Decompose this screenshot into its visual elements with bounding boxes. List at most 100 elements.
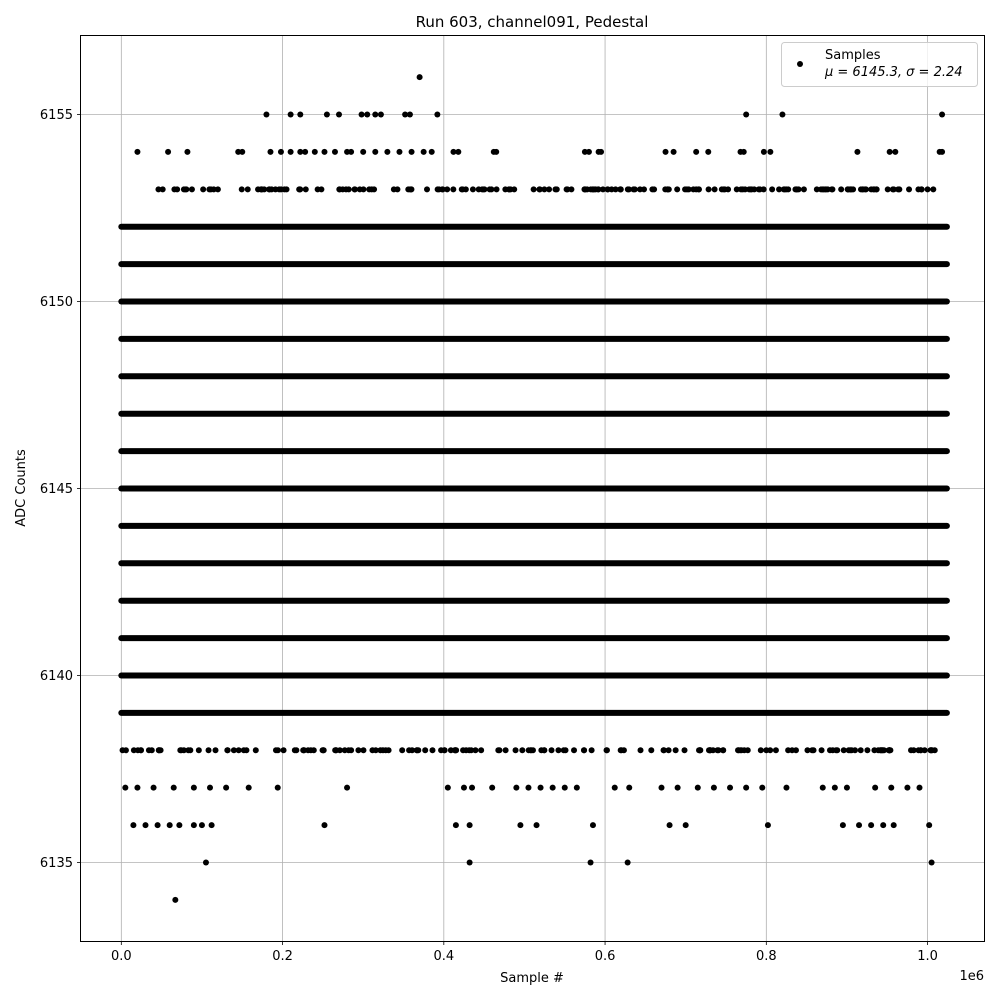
data-point	[682, 186, 689, 193]
data-point	[658, 784, 665, 791]
data-point	[581, 186, 588, 193]
data-point	[742, 186, 749, 193]
data-point	[662, 186, 669, 193]
data-point	[767, 747, 774, 754]
data-point	[154, 822, 161, 829]
data-point	[460, 747, 467, 754]
data-point	[873, 186, 880, 193]
data-point	[372, 148, 379, 155]
data-point	[624, 859, 631, 866]
data-point	[839, 822, 846, 829]
data-point	[208, 822, 215, 829]
data-point	[598, 148, 605, 155]
data-point	[618, 747, 625, 754]
data-point	[877, 747, 884, 754]
data-point	[626, 784, 633, 791]
data-point	[406, 747, 413, 754]
data-point	[884, 186, 891, 193]
data-point	[119, 747, 126, 754]
data-point	[200, 186, 207, 193]
data-point	[682, 822, 689, 829]
data-point	[360, 148, 367, 155]
data-point	[177, 747, 184, 754]
data-point	[170, 784, 177, 791]
data-point	[495, 747, 502, 754]
data-point	[319, 747, 326, 754]
data-point	[185, 747, 192, 754]
data-point	[420, 148, 427, 155]
data-point	[939, 148, 946, 155]
data-point	[466, 822, 473, 829]
data-point	[274, 784, 281, 791]
data-point	[212, 747, 219, 754]
data-point	[580, 747, 587, 754]
data-point	[230, 747, 237, 754]
data-point	[452, 822, 459, 829]
legend: Samples μ = 6145.3, σ = 2.24	[781, 42, 978, 87]
data-point	[281, 186, 288, 193]
y-tick-label: 6135	[40, 856, 73, 871]
axis-ticks-layer: 0.0 0.2 0.4 0.6 0.8 1.0 6135 6140 6145 6150 6155	[40, 108, 938, 964]
data-point	[444, 186, 451, 193]
data-point	[541, 747, 548, 754]
data-point	[188, 186, 195, 193]
data-point	[156, 747, 163, 754]
data-point	[541, 186, 548, 193]
data-point	[517, 822, 524, 829]
data-point	[244, 186, 251, 193]
data-point	[776, 186, 783, 193]
data-point	[800, 186, 807, 193]
data-point	[889, 186, 896, 193]
data-point	[674, 186, 681, 193]
data-point	[864, 747, 871, 754]
data-point	[833, 747, 840, 754]
data-point	[563, 186, 570, 193]
data-point	[150, 784, 157, 791]
data-point	[555, 747, 562, 754]
data-point	[130, 822, 137, 829]
data-point	[450, 148, 457, 155]
data-point	[364, 111, 371, 118]
data-point	[348, 148, 355, 155]
data-point	[589, 822, 596, 829]
data-point	[166, 822, 173, 829]
data-point	[533, 822, 540, 829]
data-point	[458, 186, 465, 193]
x-tick-label: 0.2	[272, 949, 293, 964]
data-point	[892, 148, 899, 155]
data-point	[599, 186, 606, 193]
legend-stats: μ = 6145.3, σ = 2.24	[824, 65, 963, 80]
data-point	[743, 111, 750, 118]
data-point	[331, 148, 338, 155]
data-point	[472, 747, 479, 754]
data-point	[276, 186, 283, 193]
data-point	[172, 896, 179, 903]
data-point	[681, 747, 688, 754]
data-point	[159, 186, 166, 193]
data-point	[793, 186, 800, 193]
data-point	[198, 822, 205, 829]
data-point	[238, 186, 245, 193]
data-point	[202, 859, 209, 866]
data-point	[507, 186, 514, 193]
data-point	[910, 747, 917, 754]
data-point	[182, 186, 189, 193]
data-point	[348, 747, 355, 754]
data-point	[314, 186, 321, 193]
data-point	[906, 186, 913, 193]
data-point	[450, 186, 457, 193]
data-point	[764, 822, 771, 829]
data-point	[302, 148, 309, 155]
data-point	[280, 747, 287, 754]
data-point	[843, 784, 850, 791]
data-point	[134, 148, 141, 155]
data-point	[648, 747, 655, 754]
data-point	[819, 784, 826, 791]
data-point	[705, 186, 712, 193]
data-point	[300, 747, 307, 754]
y-axis-label: ADC Counts	[14, 449, 29, 527]
data-point	[573, 784, 580, 791]
data-point	[767, 148, 774, 155]
